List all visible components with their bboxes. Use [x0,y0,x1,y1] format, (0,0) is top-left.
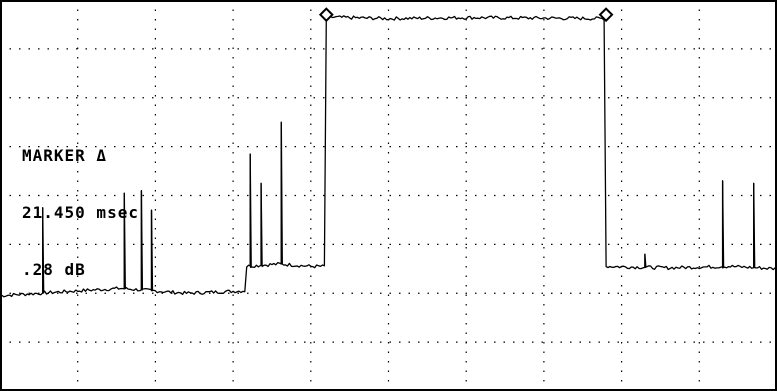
marker-diamond [318,7,334,23]
signal-trace [0,14,777,298]
marker-readout-level: .28 dB [22,260,86,279]
marker-readout-time: 21.450 msec [22,203,139,222]
marker-readout-title: MARKER Δ [22,146,108,165]
signal-line [0,14,777,298]
markers [318,7,614,23]
marker-diamond [598,7,614,23]
marker-readout: MARKER Δ 21.450 msec .28 dB [22,108,139,317]
